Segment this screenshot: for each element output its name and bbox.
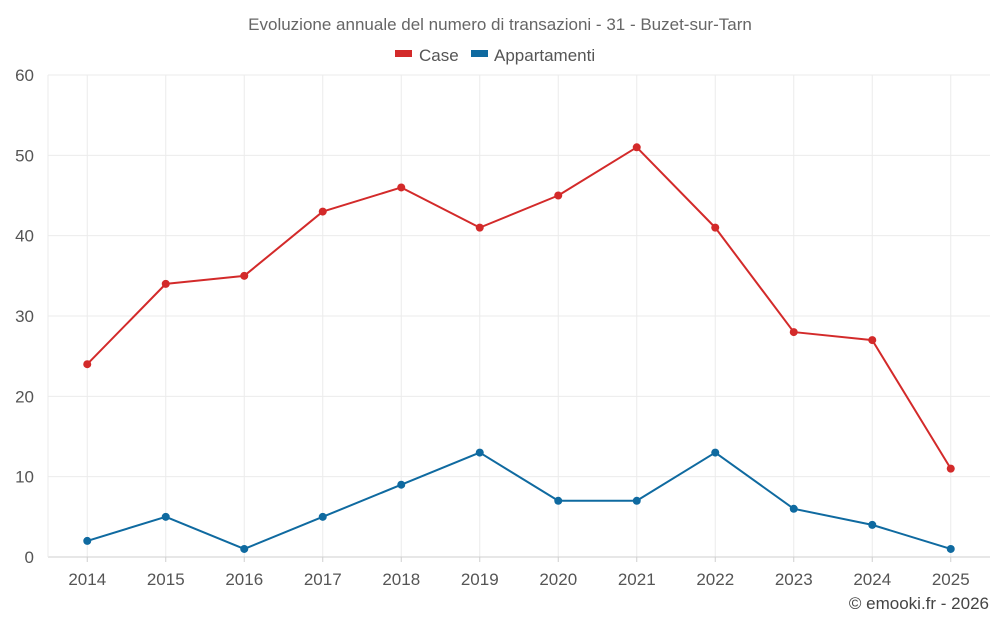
data-point-case[interactable]	[161, 279, 170, 288]
chart-title: Evoluzione annuale del numero di transaz…	[248, 15, 752, 34]
data-point-case[interactable]	[711, 223, 720, 232]
data-point-case[interactable]	[397, 183, 406, 192]
x-tick-label: 2025	[932, 570, 970, 589]
data-point-appartamenti[interactable]	[554, 496, 563, 505]
x-tick-label: 2022	[696, 570, 734, 589]
y-tick-label: 30	[15, 307, 34, 326]
legend[interactable]: Case Appartamenti	[395, 46, 595, 65]
axes: 0 10 20 30 40 50 60 2014 2015 2016 2017 2018 2019 202…	[15, 66, 990, 589]
x-tick-label: 2023	[775, 570, 813, 589]
data-point-appartamenti[interactable]	[632, 496, 641, 505]
legend-item-appartamenti[interactable]: Appartamenti	[471, 46, 595, 65]
legend-item-case[interactable]: Case	[395, 46, 459, 65]
series-line-appartamenti	[86, 451, 952, 550]
data-point-case[interactable]	[789, 328, 798, 337]
data-point-appartamenti[interactable]	[83, 536, 92, 545]
data-point-appartamenti[interactable]	[868, 520, 877, 529]
data-point-appartamenti[interactable]	[475, 448, 484, 457]
series-case	[83, 143, 955, 473]
data-point-case[interactable]	[946, 464, 955, 473]
y-tick-label: 60	[15, 66, 34, 85]
y-tick-label: 40	[15, 227, 34, 246]
x-tick-label: 2020	[539, 570, 577, 589]
x-tick-label: 2017	[304, 570, 342, 589]
x-tick-label: 2016	[225, 570, 263, 589]
data-point-case[interactable]	[554, 191, 563, 200]
series-line-case	[86, 146, 952, 470]
data-point-appartamenti[interactable]	[789, 504, 798, 513]
data-point-appartamenti[interactable]	[711, 448, 720, 457]
legend-label-appartamenti: Appartamenti	[494, 46, 595, 65]
y-tick-label: 10	[15, 468, 34, 487]
data-point-appartamenti[interactable]	[397, 480, 406, 489]
data-point-appartamenti[interactable]	[946, 544, 955, 553]
data-point-case[interactable]	[240, 271, 249, 280]
series-appartamenti	[83, 448, 955, 553]
data-point-case[interactable]	[318, 207, 327, 216]
x-tick-label: 2021	[618, 570, 656, 589]
y-tick-label: 0	[25, 548, 34, 567]
legend-swatch-appartamenti	[471, 50, 488, 57]
grid	[48, 74, 990, 557]
data-point-appartamenti[interactable]	[240, 544, 249, 553]
credit-text: © emooki.fr - 2026	[849, 594, 989, 613]
data-point-case[interactable]	[632, 143, 641, 152]
y-tick-label: 20	[15, 387, 34, 406]
data-point-appartamenti[interactable]	[318, 512, 327, 521]
y-tick-label: 50	[15, 146, 34, 165]
x-tick-label: 2019	[461, 570, 499, 589]
x-tick-label: 2024	[853, 570, 891, 589]
series	[83, 143, 955, 553]
data-point-case[interactable]	[83, 360, 92, 369]
legend-swatch-case	[395, 50, 412, 57]
data-point-case[interactable]	[475, 223, 484, 232]
x-tick-label: 2015	[147, 570, 185, 589]
x-tick-label: 2018	[382, 570, 420, 589]
data-point-appartamenti[interactable]	[161, 512, 170, 521]
legend-label-case: Case	[419, 46, 459, 65]
x-tick-label: 2014	[68, 570, 106, 589]
data-point-case[interactable]	[868, 336, 877, 345]
